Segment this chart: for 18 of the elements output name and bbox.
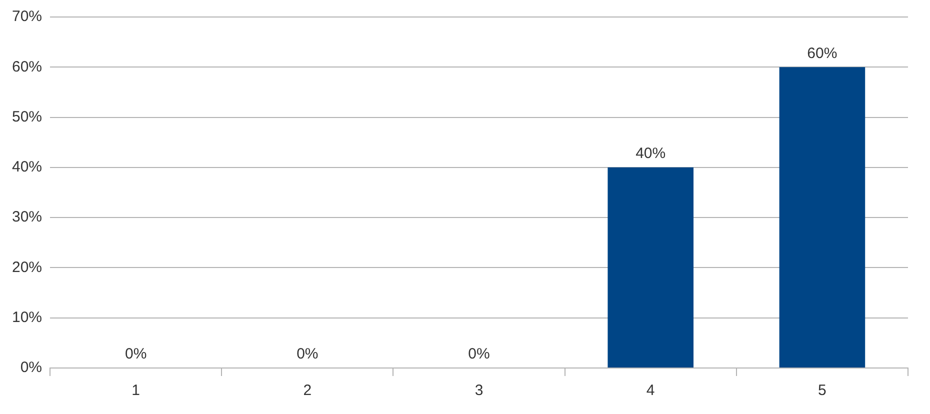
y-tick-label: 60% [12,58,42,76]
data-label: 60% [807,44,838,62]
data-label: 40% [636,145,666,162]
x-tick-label: 5 [818,382,826,400]
y-tick-label: 40% [12,158,42,176]
y-tick-label: 10% [12,309,42,326]
x-tick-label: 3 [474,382,484,400]
x-tick-label: 1 [132,382,140,400]
y-tick-label: 70% [12,8,42,26]
data-label: 0% [296,346,318,363]
y-tick-label: 0% [20,359,42,376]
data-label: 0% [124,346,147,363]
y-tick-label: 50% [12,108,42,126]
y-tick-label: 20% [12,258,42,276]
x-tick-label: 2 [303,382,312,400]
data-label: 0% [468,346,490,363]
x-tick-label: 4 [646,382,655,400]
y-tick-label: 30% [12,208,42,226]
